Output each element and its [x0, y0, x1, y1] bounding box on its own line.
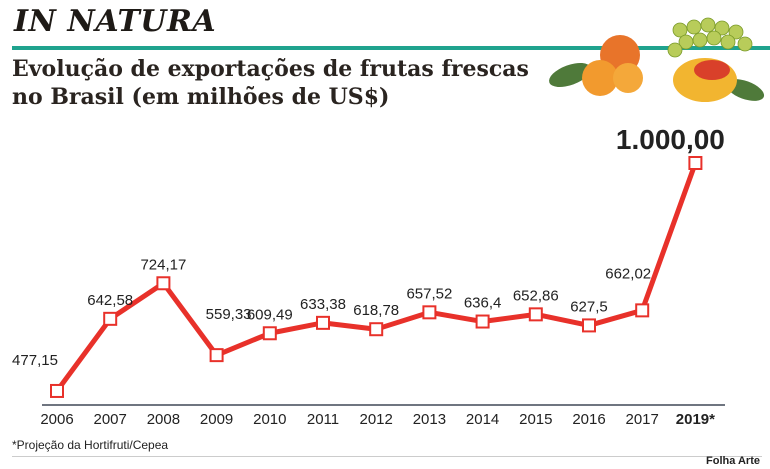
data-point-marker	[582, 318, 596, 333]
data-label: 633,38	[300, 296, 346, 313]
fruit-illustration	[549, 17, 765, 102]
data-point-marker	[475, 314, 490, 329]
series-line	[54, 162, 698, 393]
credit: Folha Arte	[706, 455, 760, 467]
data-label: 724,17	[140, 256, 186, 273]
data-point-marker	[422, 305, 437, 320]
kicker: IN NATURA	[14, 4, 217, 39]
title-line-1: Evolução de exportações de frutas fresca…	[12, 56, 529, 82]
data-point-marker	[369, 322, 384, 337]
data-point-marker	[316, 315, 330, 330]
footnote: *Projeção da Hortifruti/Cepea	[12, 438, 169, 452]
data-label: 657,52	[406, 285, 452, 302]
data-label: 652,86	[513, 287, 559, 304]
title-line-2: no Brasil (em milhões de US$)	[12, 84, 390, 110]
data-label: 662,02	[605, 265, 651, 282]
data-label: 559,33	[206, 306, 252, 323]
chart-title: Evolução de exportações de frutas fresca…	[12, 55, 529, 111]
x-tick-label: 2016	[572, 411, 605, 428]
x-tick-label: 2009	[200, 411, 233, 428]
x-tick-label: 2015	[519, 411, 552, 428]
x-tick-label: 2006	[40, 411, 73, 428]
data-point-marker	[528, 307, 543, 322]
x-tick-label: 2019*	[676, 411, 715, 428]
data-point-marker	[156, 276, 171, 291]
x-tick-label: 2017	[626, 411, 659, 428]
x-tick-label: 2007	[94, 411, 127, 428]
data-point-marker	[688, 156, 703, 170]
data-point-marker	[50, 383, 64, 398]
data-label: 618,78	[353, 302, 399, 319]
data-point-marker	[635, 303, 650, 318]
data-label: 477,15	[12, 352, 58, 369]
x-tick-label: 2008	[147, 411, 180, 428]
data-label: 1.000,00	[616, 124, 725, 155]
x-tick-label: 2011	[307, 411, 339, 428]
header-rule	[12, 46, 770, 50]
data-label: 609,49	[247, 306, 293, 323]
footer-divider	[12, 456, 762, 457]
x-tick-label: 2013	[413, 411, 446, 428]
x-tick-label: 2012	[360, 411, 393, 428]
data-label: 627,5	[570, 298, 608, 315]
data-label: 642,58	[87, 292, 133, 309]
data-point-marker	[209, 348, 224, 363]
data-point-marker	[103, 311, 118, 326]
data-point-marker	[262, 326, 277, 341]
x-tick-label: 2014	[466, 411, 499, 428]
x-tick-label: 2010	[253, 411, 286, 428]
data-label: 636,4	[464, 295, 502, 312]
